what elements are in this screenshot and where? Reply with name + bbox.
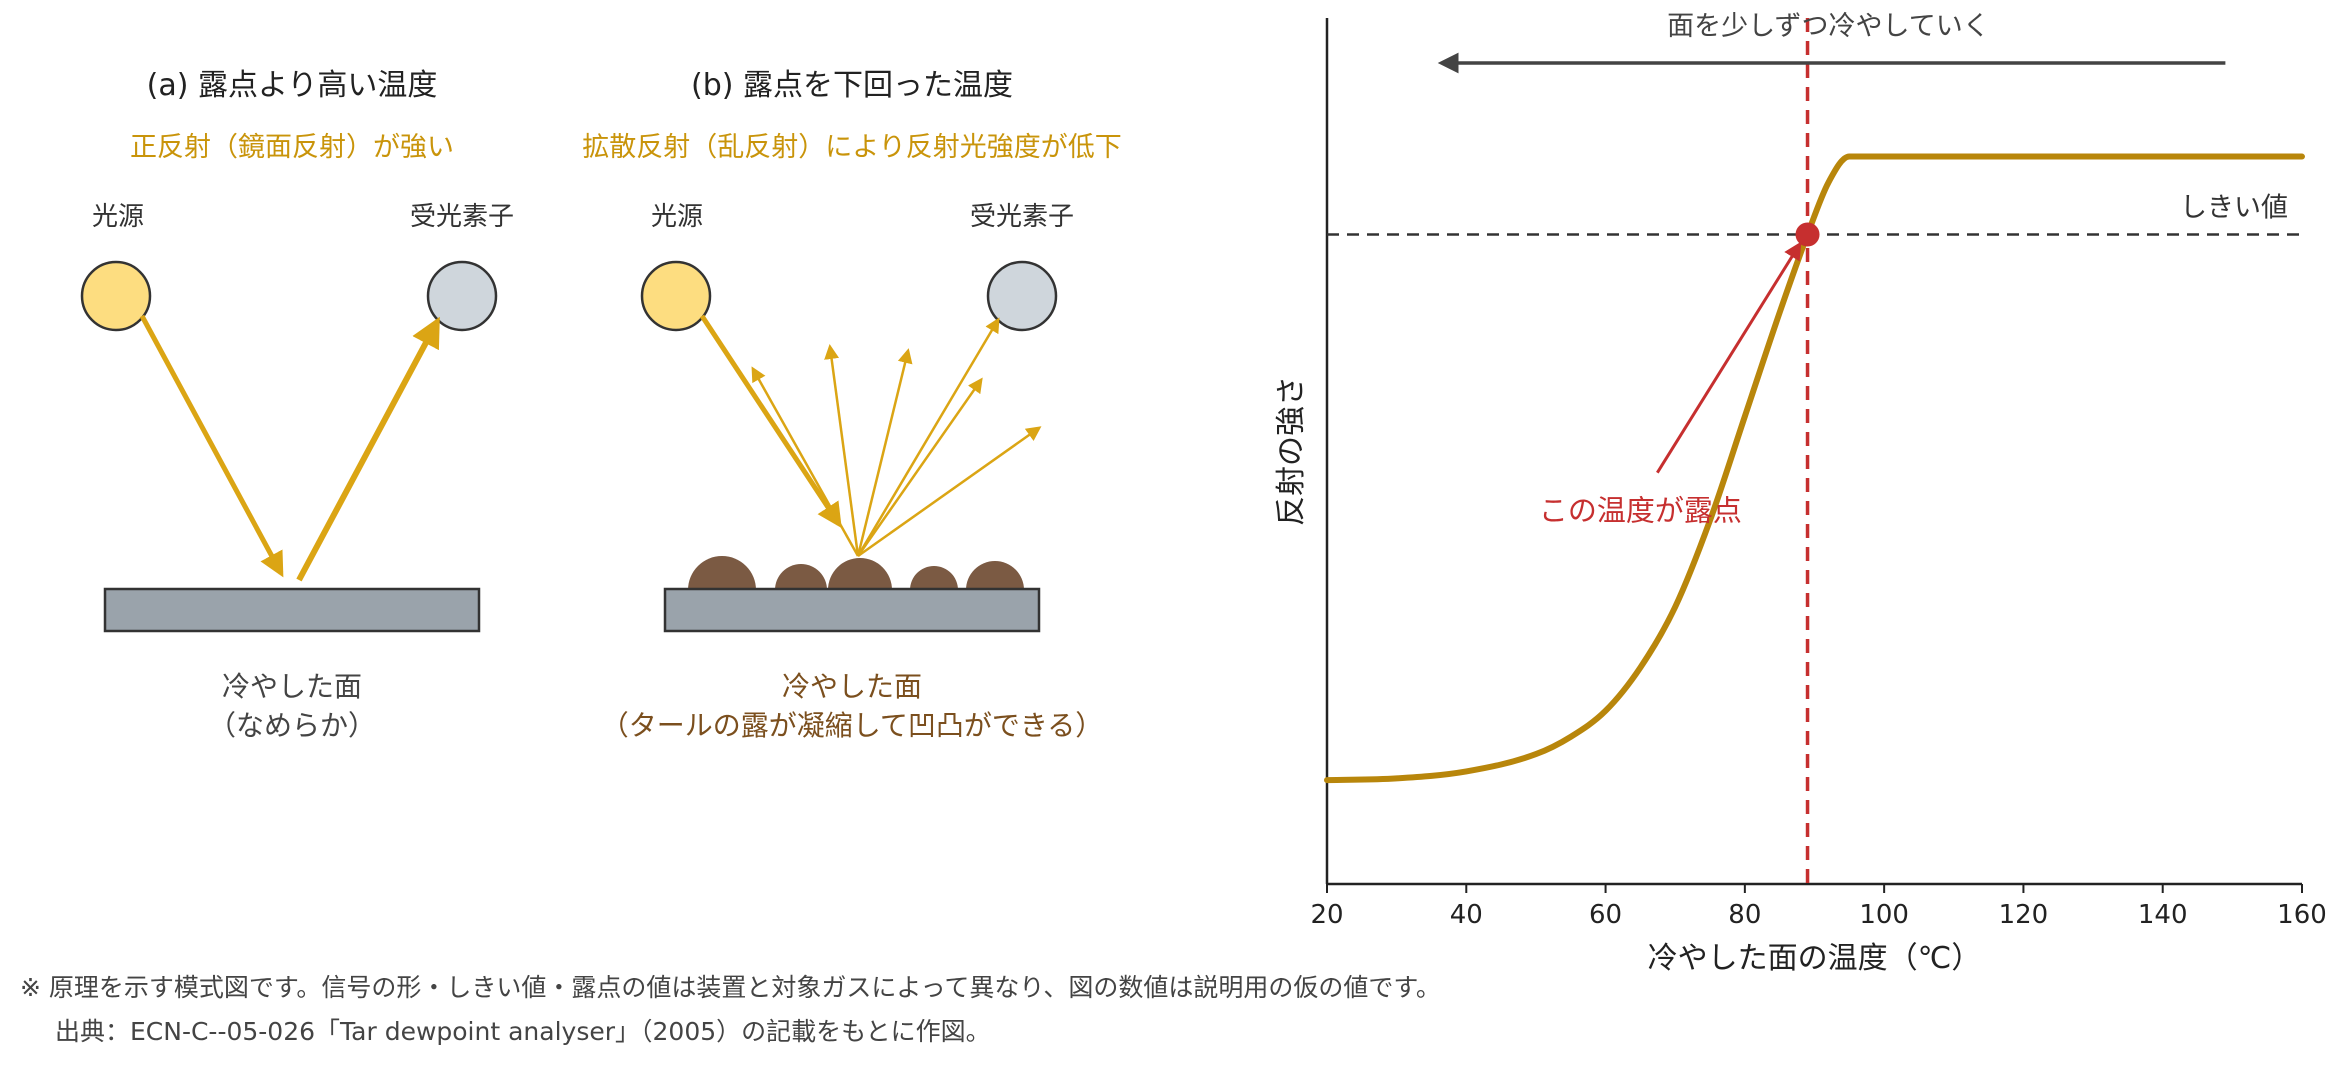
panel-a-light-source-label: 光源: [92, 202, 144, 232]
panel-a-specular-ray: [296, 316, 440, 582]
x-tick-label: 160: [2277, 900, 2327, 930]
panel-a-receiver-icon: [426, 260, 498, 332]
panel-a-subtitle: 正反射（鏡面反射）が強い: [130, 132, 454, 163]
panel-a: (a) 露点より高い温度 正反射（鏡面反射）が強い 光源 受光素子 冷やした面 …: [80, 68, 514, 742]
panel-b-light-source-label: 光源: [651, 202, 703, 232]
reflection-chart: 20 40 60 80 100 120 140 160 しきい値 この温度が露点 面を少しずつ…: [1274, 11, 2327, 976]
diffuse-ray: [856, 377, 983, 557]
x-tick-label: 60: [1589, 900, 1622, 930]
tar-droplet: [775, 564, 827, 590]
panel-b-diffuse-rays: [751, 317, 1042, 558]
panel-a-cooled-surface: [103, 587, 481, 633]
diffuse-ray: [857, 426, 1042, 558]
panel-b-subtitle: 拡散反射（乱反射）により反射光強度が低下: [582, 132, 1121, 163]
tar-droplet: [828, 558, 892, 590]
x-tick-label: 20: [1310, 900, 1343, 930]
diffuse-ray: [856, 317, 1000, 557]
x-tick-label: 40: [1450, 900, 1483, 930]
dewpoint-pointer-arrow: [1656, 241, 1802, 474]
diffuse-ray: [824, 344, 860, 557]
footnote-source: 出典：ECN-C--05-026「Tar dewpoint analyser」（…: [55, 1017, 991, 1046]
chart-axes: [1325, 18, 2302, 886]
threshold-label: しきい値: [2180, 193, 2288, 224]
cooling-direction-label: 面を少しずつ冷やしていく: [1667, 11, 1990, 42]
panel-a-title: (a) 露点より高い温度: [147, 68, 438, 103]
tar-droplet: [966, 561, 1024, 590]
footnote-disclaimer: ※ 原理を示す模式図です。信号の形・しきい値・露点の値は装置と対象ガスによって異…: [20, 973, 1441, 1002]
dewpoint-label: この温度が露点: [1539, 493, 1742, 527]
x-axis-label: 冷やした面の温度（℃）: [1648, 941, 1982, 976]
panel-a-incident-ray: [139, 314, 284, 578]
panel-b-tar-droplets: [688, 556, 1024, 590]
tar-droplet: [910, 566, 958, 590]
chart-ticks: 20 40 60 80 100 120 140 160: [1310, 884, 2327, 930]
panel-a-surface-label: 冷やした面: [222, 670, 362, 703]
reflection-curve: [1324, 153, 2305, 784]
panel-b-surface-sublabel: （タールの露が凝縮して凹凸ができる）: [601, 709, 1104, 742]
panel-b-incident-ray: [699, 314, 842, 529]
panel-b-light-source-icon: [640, 260, 712, 332]
panel-b-surface-label: 冷やした面: [782, 670, 922, 703]
panel-b-receiver-label: 受光素子: [970, 202, 1074, 232]
panel-b-cooled-surface: [663, 587, 1041, 633]
panel-b-title: (b) 露点を下回った温度: [691, 68, 1013, 103]
dewpoint-marker: [1795, 222, 1820, 247]
diffuse-ray: [856, 348, 913, 557]
y-axis-label: 反射の強さ: [1274, 376, 1309, 526]
diffuse-ray: [751, 366, 860, 557]
x-tick-label: 120: [1999, 900, 2049, 930]
x-tick-label: 140: [2138, 900, 2188, 930]
panel-b: (b) 露点を下回った温度 拡散反射（乱反射）により反射光強度が低下 光源 受光…: [582, 68, 1121, 742]
panel-a-receiver-label: 受光素子: [410, 202, 514, 232]
tar-droplet: [688, 556, 756, 590]
x-tick-label: 100: [1859, 900, 1909, 930]
panel-b-receiver-icon: [986, 260, 1058, 332]
x-tick-label: 80: [1728, 900, 1761, 930]
panel-a-surface-sublabel: （なめらか）: [208, 709, 376, 742]
panel-a-light-source-icon: [80, 260, 152, 332]
